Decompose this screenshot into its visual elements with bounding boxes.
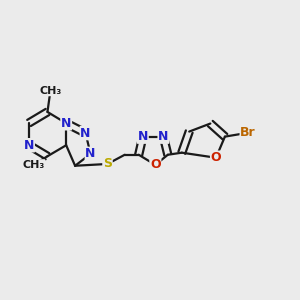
Text: N: N — [80, 127, 91, 140]
Text: S: S — [103, 158, 112, 170]
Text: N: N — [61, 117, 71, 130]
Text: CH₃: CH₃ — [39, 85, 62, 96]
Text: CH₃: CH₃ — [22, 160, 45, 170]
Text: N: N — [138, 130, 148, 143]
Text: O: O — [211, 151, 221, 164]
Text: Br: Br — [240, 126, 256, 139]
Text: N: N — [85, 147, 96, 161]
Text: N: N — [24, 139, 34, 152]
Text: N: N — [158, 130, 169, 143]
Text: O: O — [150, 158, 161, 171]
